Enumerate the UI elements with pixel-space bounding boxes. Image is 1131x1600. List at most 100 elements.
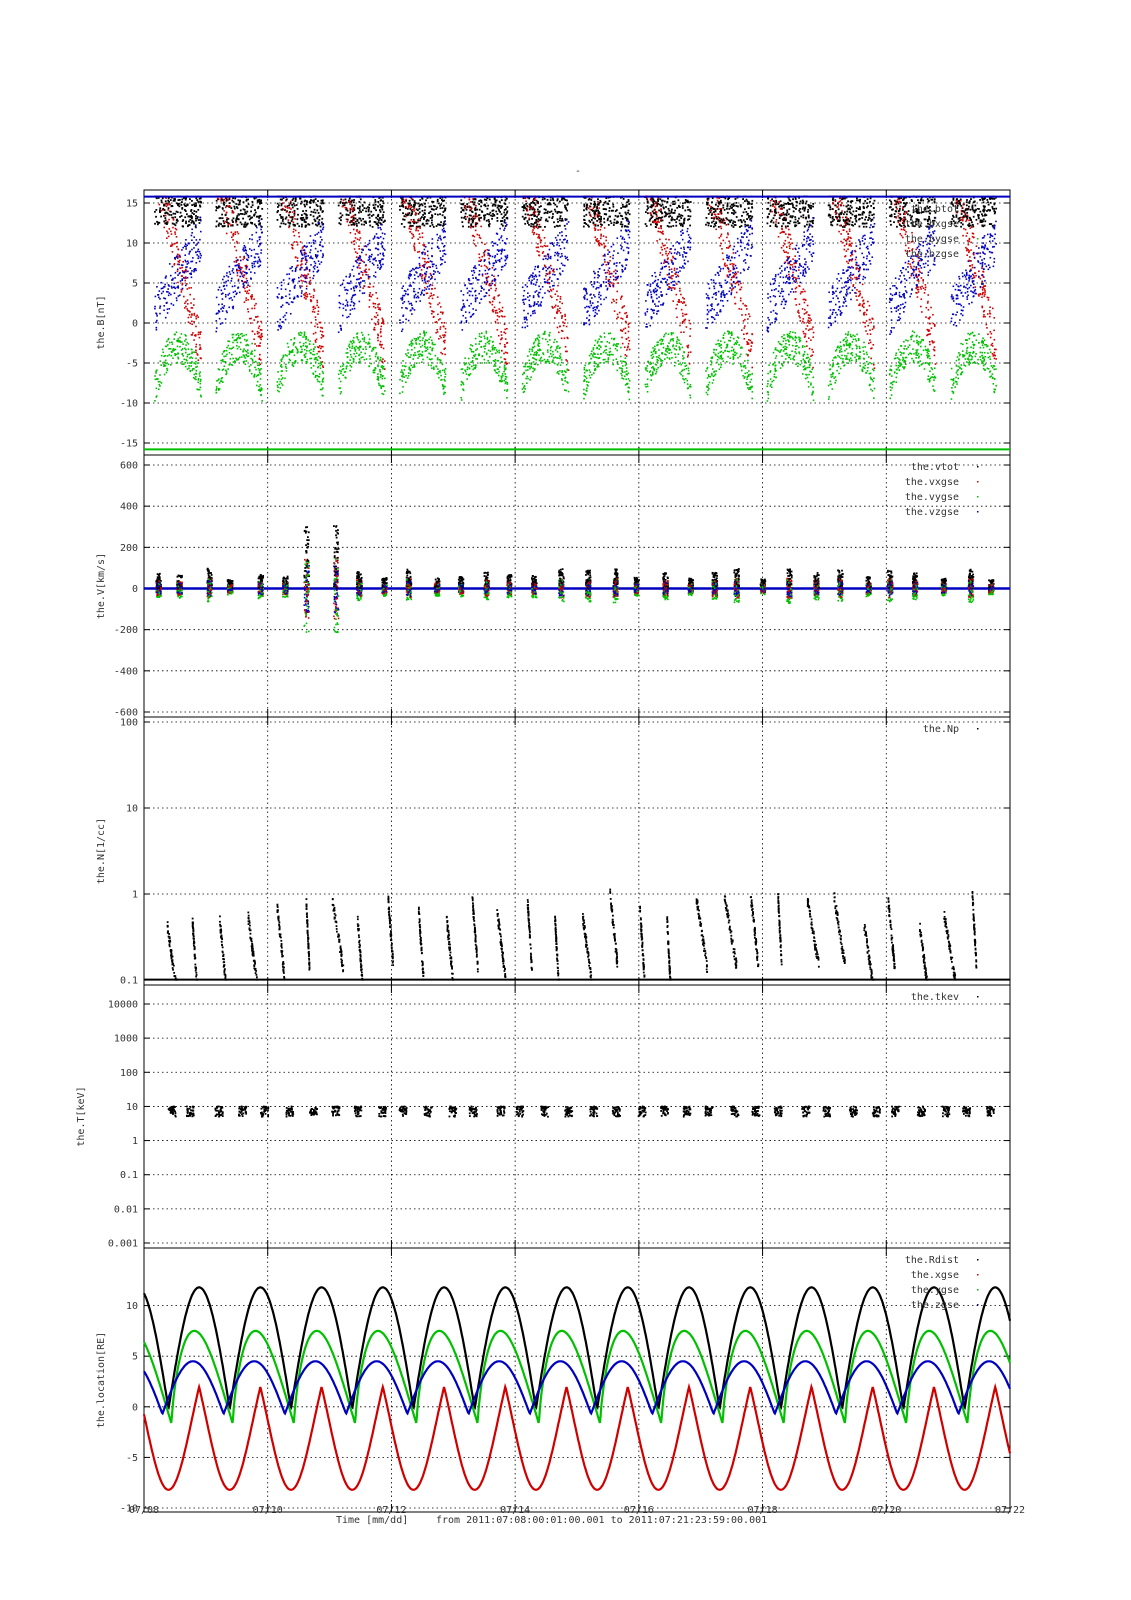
data-point [495,371,498,374]
data-point [408,343,411,346]
data-point [250,206,253,209]
data-point [278,378,280,380]
data-point [345,208,348,211]
data-point [279,225,282,228]
data-point [225,310,228,312]
data-point [527,369,529,371]
data-point [414,352,416,354]
data-point [172,348,175,350]
data-point [470,302,472,305]
data-point [471,274,474,276]
data-point [462,305,464,308]
data-point [529,353,532,356]
data-point [583,323,585,326]
data-point [253,304,256,307]
data-point [528,214,531,217]
data-point [443,336,445,339]
data-point [503,343,506,346]
data-point [421,277,423,280]
data-point [548,335,551,337]
data-point [399,319,401,322]
data-point [487,254,489,256]
data-point [254,360,257,363]
data-point [486,336,489,339]
data-point [179,215,181,218]
data-point [561,373,564,376]
data-point [339,302,342,305]
data-point [362,348,364,350]
data-point [559,353,562,355]
data-point [435,264,437,267]
data-point [288,222,291,225]
data-point [251,350,253,353]
data-point [466,366,469,369]
data-point [409,368,411,371]
data-point [343,286,346,289]
data-point [469,209,471,212]
data-point [360,248,363,251]
data-point [500,236,502,239]
data-point [553,268,555,271]
data-point [226,197,228,199]
data-point [411,210,414,213]
data-point [221,207,224,209]
data-point [170,230,172,233]
data-point [441,321,443,324]
data-point [525,316,527,319]
data-point [363,220,366,223]
data-point [352,304,355,307]
data-point [363,280,366,282]
data-point [444,253,447,256]
data-point [227,217,230,220]
data-point [256,240,259,242]
data-point [318,373,321,375]
data-point [291,206,294,209]
data-point [358,273,360,275]
data-point [299,249,302,252]
data-point [183,358,186,361]
data-point [232,361,235,363]
data-point [529,205,532,208]
data-point [181,278,184,281]
data-point [545,269,548,272]
data-point [537,266,539,269]
data-point [197,219,200,221]
data-point [498,249,500,252]
data-point [472,239,475,242]
data-point [290,339,292,341]
data-point [556,212,559,215]
data-point [371,225,374,228]
data-point [555,239,558,241]
data-point [167,294,170,297]
data-point [196,354,199,356]
data-point [561,217,564,220]
data-point [311,257,314,260]
data-point [374,276,377,278]
data-point [312,308,315,311]
data-point [583,215,586,218]
data-point [409,222,412,224]
data-point [559,355,561,357]
data-point [538,234,540,236]
data-point [164,359,167,362]
data-point [373,329,376,331]
data-point [474,297,477,300]
data-point [556,218,559,221]
data-point [195,315,197,318]
data-point [314,325,316,328]
data-point [175,219,178,222]
data-point [171,287,173,289]
data-point [190,260,192,263]
data-point [565,208,568,210]
data-point [293,278,296,280]
data-point [190,334,193,336]
data-point [344,198,347,201]
data-point [321,256,324,259]
data-point [384,233,386,235]
data-point [431,219,433,222]
data-point [321,327,324,329]
data-point [438,272,441,274]
data-point [297,213,299,216]
data-point [526,375,529,378]
data-point [300,359,303,362]
